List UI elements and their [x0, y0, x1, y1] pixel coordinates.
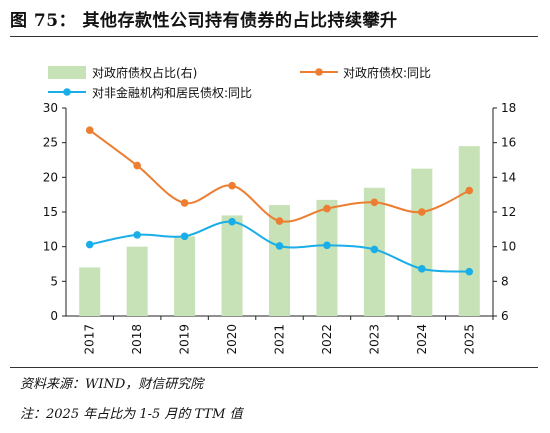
series-point: [418, 208, 426, 216]
x-tick-label: 2023: [367, 324, 381, 355]
legend-bar-swatch: [48, 66, 86, 79]
series-point: [133, 231, 141, 239]
right-tick-label: 8: [501, 274, 509, 288]
title-divider: [10, 36, 538, 37]
series-point: [323, 241, 331, 250]
x-tick-label: 2017: [83, 324, 97, 355]
left-tick-label: 15: [43, 205, 58, 219]
bar: [316, 199, 338, 316]
chart-title: 图 75： 其他存款性公司持有债券的占比持续攀升: [10, 11, 398, 31]
right-tick-label: 12: [501, 205, 516, 219]
x-tick-label: 2018: [130, 324, 144, 355]
left-tick-label: 0: [50, 309, 58, 323]
bar: [174, 236, 196, 316]
x-tick-label: 2021: [273, 324, 287, 355]
legend-marker: [315, 68, 323, 76]
source-note: 资料来源：WIND，财信研究院: [20, 377, 204, 392]
series-point: [85, 240, 94, 249]
x-tick-label: 2024: [415, 324, 429, 355]
series-point: [370, 198, 379, 207]
left-tick-label: 20: [43, 170, 58, 184]
bar: [458, 146, 480, 316]
bar: [79, 267, 101, 316]
series-point: [418, 265, 426, 273]
legend-label: 对政府债权:同比: [343, 65, 431, 80]
series-point: [465, 267, 474, 276]
series-point: [228, 181, 236, 190]
bar: [269, 205, 290, 316]
footnote: 注：2025 年占比为 1-5 月的 TTM 值: [20, 407, 243, 422]
series-point: [228, 217, 236, 226]
bar: [411, 168, 433, 316]
legend-label: 对非金融机构和居民债权:同比: [92, 85, 252, 100]
series-point: [275, 217, 284, 225]
series-point: [133, 161, 141, 170]
left-tick-label: 5: [50, 274, 58, 288]
right-tick-label: 10: [501, 240, 516, 254]
x-tick-label: 2022: [320, 324, 334, 355]
left-tick-label: 25: [43, 136, 58, 150]
series-point: [323, 204, 331, 213]
left-tick-label: 10: [43, 240, 58, 254]
series-point: [275, 242, 284, 250]
series-point: [370, 245, 379, 254]
legend-marker: [63, 88, 71, 96]
x-tick-label: 2020: [225, 324, 239, 355]
right-tick-label: 16: [501, 136, 516, 150]
series-point: [465, 186, 474, 195]
left-tick-label: 30: [43, 101, 58, 115]
bar: [126, 246, 148, 316]
series-point: [85, 126, 94, 134]
x-tick-label: 2019: [178, 324, 192, 355]
source-divider: [10, 367, 538, 368]
series-point: [180, 232, 189, 241]
legend-label: 对政府债权占比(右): [92, 65, 197, 80]
x-tick-label: 2025: [462, 324, 476, 355]
series-point: [180, 199, 189, 207]
right-tick-label: 14: [501, 170, 516, 184]
bar: [221, 215, 243, 316]
right-tick-label: 18: [501, 101, 516, 115]
right-tick-label: 6: [501, 309, 509, 323]
